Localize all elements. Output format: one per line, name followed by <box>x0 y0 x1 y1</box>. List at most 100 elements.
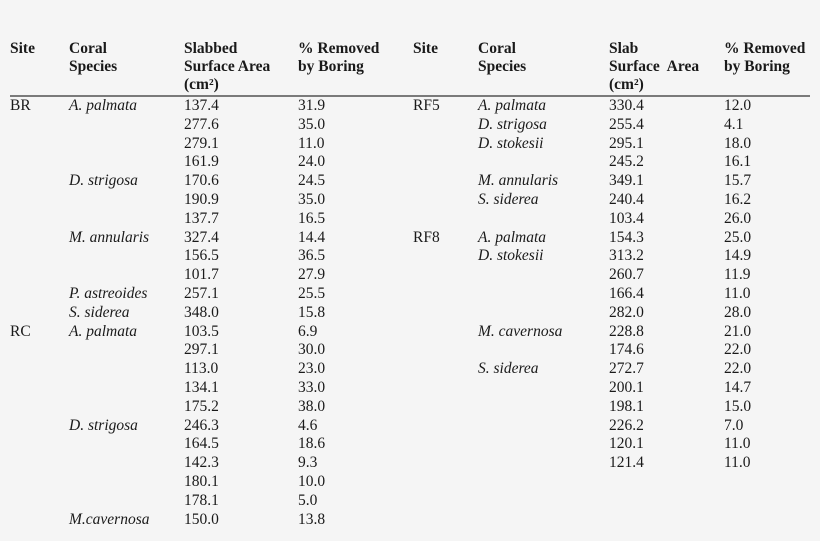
header-label: Coral <box>478 40 516 57</box>
cell-area: 156.5 <box>184 247 219 265</box>
cell-area: 120.1 <box>609 435 644 453</box>
cell-area: 349.1 <box>609 172 644 190</box>
cell-area: 134.1 <box>184 379 219 396</box>
cell-removed: 15.7 <box>724 172 752 190</box>
cell-area: 255.4 <box>609 115 644 133</box>
cell-species: D. stokesii <box>478 247 544 265</box>
cell-area: 313.2 <box>609 247 644 265</box>
cell-area: 246.3 <box>184 416 219 434</box>
cell-species: D. strigosa <box>478 115 547 133</box>
header-species-right: Coral Species <box>478 40 526 76</box>
cell-removed: 4.1 <box>724 115 744 133</box>
cell-area: 103.4 <box>609 209 644 227</box>
cell-removed: 28.0 <box>724 303 752 321</box>
cell-removed: 9.3 <box>298 454 318 472</box>
header-removed-right: % Removed by Boring <box>724 40 805 76</box>
cell-site: BR <box>10 97 31 114</box>
cell-removed: 11.0 <box>724 285 751 302</box>
cell-area: 150.0 <box>184 510 219 528</box>
cell-area: 103.5 <box>184 322 219 340</box>
header-label: Site <box>413 40 438 57</box>
cell-removed: 11.0 <box>298 134 325 152</box>
cell-species: A. palmata <box>69 97 138 114</box>
cell-removed: 36.5 <box>298 247 326 265</box>
cell-removed: 18.6 <box>298 435 326 453</box>
cell-removed: 15.0 <box>724 397 752 415</box>
header-site-left: Site <box>10 40 35 58</box>
cell-removed: 21.0 <box>724 322 752 340</box>
cell-removed: 14.7 <box>724 379 752 396</box>
cell-area: 175.2 <box>184 397 219 415</box>
cell-area: 113.0 <box>184 360 219 378</box>
cell-species: S. siderea <box>478 360 539 378</box>
header-area-left: Slabbed Surface Area (cm²) <box>184 40 270 94</box>
cell-removed: 14.9 <box>724 247 752 265</box>
cell-area: 174.6 <box>609 341 644 359</box>
header-site-right: Site <box>413 40 438 58</box>
cell-removed: 15.8 <box>298 303 326 321</box>
header-label: Slabbed <box>184 40 238 57</box>
cell-area: 295.1 <box>609 134 644 152</box>
cell-species: A. palmata <box>478 228 547 246</box>
cell-area: 277.6 <box>184 115 219 133</box>
cell-removed: 16.2 <box>724 191 752 208</box>
cell-area: 198.1 <box>609 397 644 415</box>
cell-species: D. stokesii <box>478 134 544 152</box>
cell-area: 166.4 <box>609 285 644 302</box>
cell-area: 226.2 <box>609 416 644 434</box>
header-label: Coral <box>69 40 107 57</box>
cell-area: 279.1 <box>184 134 219 152</box>
cell-area: 282.0 <box>609 303 644 321</box>
cell-area: 121.4 <box>609 454 644 472</box>
cell-removed: 22.0 <box>724 360 752 378</box>
header-label: % Removed <box>724 40 806 57</box>
header-label: (cm²) <box>609 76 644 93</box>
cell-removed: 25.0 <box>724 228 752 246</box>
header-label: Surface Area <box>609 58 700 75</box>
cell-area: 200.1 <box>609 379 644 396</box>
cell-area: 272.7 <box>609 360 644 378</box>
cell-species: M. annularis <box>478 172 559 190</box>
cell-area: 164.5 <box>184 435 219 453</box>
header-label: by Boring <box>724 58 790 75</box>
cell-area: 330.4 <box>609 97 644 114</box>
cell-area: 190.9 <box>184 191 219 208</box>
cell-removed: 5.0 <box>298 491 318 509</box>
cell-area: 137.4 <box>184 97 219 114</box>
cell-area: 178.1 <box>184 491 219 509</box>
header-label: by Boring <box>298 58 364 75</box>
cell-removed: 11.0 <box>724 454 751 472</box>
cell-species: D. strigosa <box>69 172 138 190</box>
cell-removed: 6.9 <box>298 322 318 340</box>
cell-area: 142.3 <box>184 454 219 472</box>
cell-removed: 26.0 <box>724 209 752 227</box>
cell-species: S. siderea <box>69 303 130 321</box>
cell-area: 260.7 <box>609 266 644 284</box>
cell-removed: 4.6 <box>298 416 318 434</box>
cell-species: S. siderea <box>478 191 539 208</box>
cell-area: 257.1 <box>184 285 219 302</box>
cell-removed: 24.0 <box>298 153 326 171</box>
cell-site: RF5 <box>413 97 440 114</box>
cell-removed: 10.0 <box>298 473 326 490</box>
cell-removed: 33.0 <box>298 379 326 396</box>
header-species-left: Coral Species <box>69 40 117 76</box>
cell-species: D. strigosa <box>69 416 138 434</box>
cell-species: M.cavernosa <box>69 510 150 528</box>
cell-area: 170.6 <box>184 172 219 190</box>
cell-removed: 22.0 <box>724 341 752 359</box>
cell-site: RC <box>10 322 31 340</box>
cell-removed: 16.1 <box>724 153 752 171</box>
cell-removed: 11.9 <box>724 266 751 284</box>
cell-removed: 13.8 <box>298 510 326 528</box>
cell-species: A. palmata <box>69 322 138 340</box>
header-label: Species <box>69 58 118 75</box>
cell-species: P. astreoides <box>69 285 148 302</box>
header-label: Slab <box>609 40 639 57</box>
cell-area: 161.9 <box>184 153 219 171</box>
cell-removed: 27.9 <box>298 266 326 284</box>
cell-species: A. palmata <box>478 97 547 114</box>
cell-removed: 11.0 <box>724 435 751 453</box>
header-area-right: Slab Surface Area (cm²) <box>609 40 699 94</box>
cell-area: 327.4 <box>184 228 219 246</box>
